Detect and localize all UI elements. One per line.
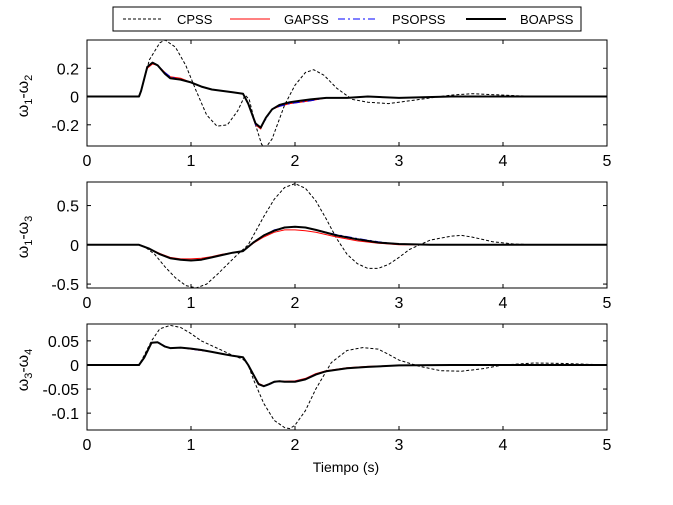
axes-frame (86, 181, 608, 289)
series-boapss-panel-1 (87, 61, 607, 129)
y-tick-label: 0 (70, 238, 79, 255)
y-tick-label: 0 (70, 90, 79, 107)
x-tick-label: 1 (187, 437, 196, 454)
x-tick-label: 0 (83, 437, 92, 454)
legend-label-cpss: CPSS (177, 12, 213, 27)
x-tick-label: 5 (603, 153, 612, 170)
series-boapss-panel-2 (87, 225, 607, 262)
x-tick-label: 5 (603, 295, 612, 312)
legend-label-gapss: GAPSS (284, 12, 329, 27)
legend-label-psopss: PSOPSS (392, 12, 446, 27)
x-tick-label: 3 (395, 153, 404, 170)
x-tick-label: 1 (187, 295, 196, 312)
xlabel: Tiempo (s) (313, 459, 379, 475)
x-tick-label: 4 (499, 295, 508, 312)
x-tick-label: 0 (83, 153, 92, 170)
x-tick-label: 2 (291, 153, 300, 170)
axes-frame (86, 323, 608, 431)
series-cpss-panel-2 (87, 183, 607, 288)
x-tick-label: 5 (603, 437, 612, 454)
x-tick-label: 4 (499, 437, 508, 454)
y-tick-label: 0 (70, 358, 79, 375)
legend: CPSS GAPSS PSOPSS BOAPSS (112, 6, 582, 32)
y-tick-label: -0.1 (51, 406, 79, 423)
legend-label-boapss: BOAPSS (520, 12, 574, 27)
panel-omega3-omega4: 0 1 2 3 4 5 -0.1 -0.05 0 0.05 (43, 323, 612, 454)
plot-area (87, 40, 607, 146)
x-tick-label: 0 (83, 295, 92, 312)
x-tick-label: 3 (395, 437, 404, 454)
y-tick-label: -0.5 (51, 277, 79, 294)
plot-area (87, 182, 607, 288)
y-tick-label: -0.05 (43, 382, 80, 399)
y-tick-label: -0.2 (51, 118, 79, 135)
series-boapss-panel-3 (87, 341, 607, 388)
series-cpss-panel-3 (87, 324, 607, 430)
x-tick-label: 4 (499, 153, 508, 170)
panel-omega1-omega2: 0 1 2 3 4 5 -0.2 0 0.2 (51, 39, 612, 170)
ylabel-panel-1: ω1-ω2 (15, 75, 35, 118)
panel-omega1-omega3: 0 1 2 3 4 5-0.500.5 (51, 181, 612, 312)
x-tick-label: 3 (395, 295, 404, 312)
ylabel-panel-2: ω1-ω3 (15, 216, 35, 259)
y-tick-label: 0.5 (57, 199, 79, 216)
ylabel-panel-3: ω3-ω4 (15, 349, 35, 392)
axes-frame (86, 39, 608, 147)
x-tick-label: 2 (291, 437, 300, 454)
x-tick-label: 1 (187, 153, 196, 170)
y-tick-label: 0.05 (48, 334, 79, 351)
plot-area (87, 324, 607, 430)
y-tick-label: 0.2 (57, 61, 79, 78)
x-tick-label: 2 (291, 295, 300, 312)
